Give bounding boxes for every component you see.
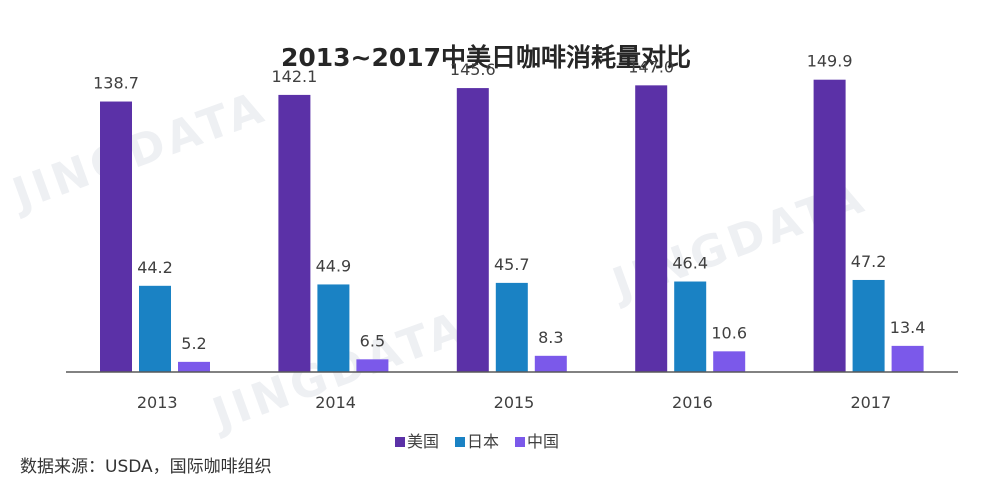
legend-swatch (455, 437, 465, 447)
watermark-layer: JINGDATAJINGDATAJINGDATA (4, 82, 874, 442)
bar-中国-2016 (713, 351, 746, 372)
legend-swatch (395, 437, 405, 447)
bar-中国-2017 (891, 345, 924, 372)
watermark-text: JINGDATA (4, 82, 274, 222)
data-label: 5.2 (181, 334, 206, 353)
bar-日本-2016 (674, 281, 707, 372)
legend-label: 日本 (467, 432, 499, 451)
data-label: 47.2 (851, 252, 887, 271)
bar-美国-2015 (456, 88, 489, 372)
data-label: 149.9 (807, 52, 853, 71)
legend-label: 中国 (527, 432, 559, 451)
data-labels-group: 138.7 44.2 5.2 142.1 44.9 6.5 145.6 45.7 8.3 147.… (93, 52, 925, 353)
chart-title: 2013~2017中美日咖啡消耗量对比 (281, 43, 691, 72)
data-label: 13.4 (890, 318, 926, 337)
bar-日本-2014 (317, 284, 350, 372)
bar-日本-2015 (495, 282, 528, 372)
bar-美国-2016 (635, 85, 668, 372)
data-label: 6.5 (360, 331, 385, 350)
data-label: 8.3 (538, 328, 563, 347)
legend: 美国 日本 中国 (395, 432, 559, 451)
x-tick-label: 2016 (672, 393, 713, 412)
data-label: 142.1 (271, 67, 317, 86)
bar-美国-2014 (278, 94, 311, 372)
x-tick-label: 2014 (315, 393, 356, 412)
data-label: 138.7 (93, 74, 139, 93)
data-label: 44.2 (137, 258, 173, 277)
bar-美国-2017 (813, 79, 846, 372)
bar-日本-2017 (852, 279, 885, 372)
data-label: 46.4 (672, 254, 708, 273)
data-label: 10.6 (711, 323, 747, 342)
x-tick-label: 2017 (850, 393, 891, 412)
bar-美国-2013 (100, 101, 132, 372)
bar-日本-2013 (139, 285, 171, 372)
bars-group (100, 79, 924, 372)
x-tick-labels: 2013 2014 2015 2016 2017 (137, 393, 891, 412)
bar-中国-2013 (178, 361, 210, 372)
x-tick-label: 2015 (494, 393, 535, 412)
bar-中国-2015 (534, 355, 567, 372)
data-label: 147.0 (628, 57, 674, 76)
data-label: 45.7 (494, 255, 530, 274)
legend-swatch (515, 437, 525, 447)
bar-中国-2014 (356, 359, 389, 372)
source-note: 数据来源：USDA，国际咖啡组织 (20, 457, 272, 477)
data-label: 145.6 (450, 60, 496, 79)
data-label: 44.9 (316, 256, 352, 275)
legend-label: 美国 (407, 432, 439, 451)
x-tick-label: 2013 (137, 393, 178, 412)
